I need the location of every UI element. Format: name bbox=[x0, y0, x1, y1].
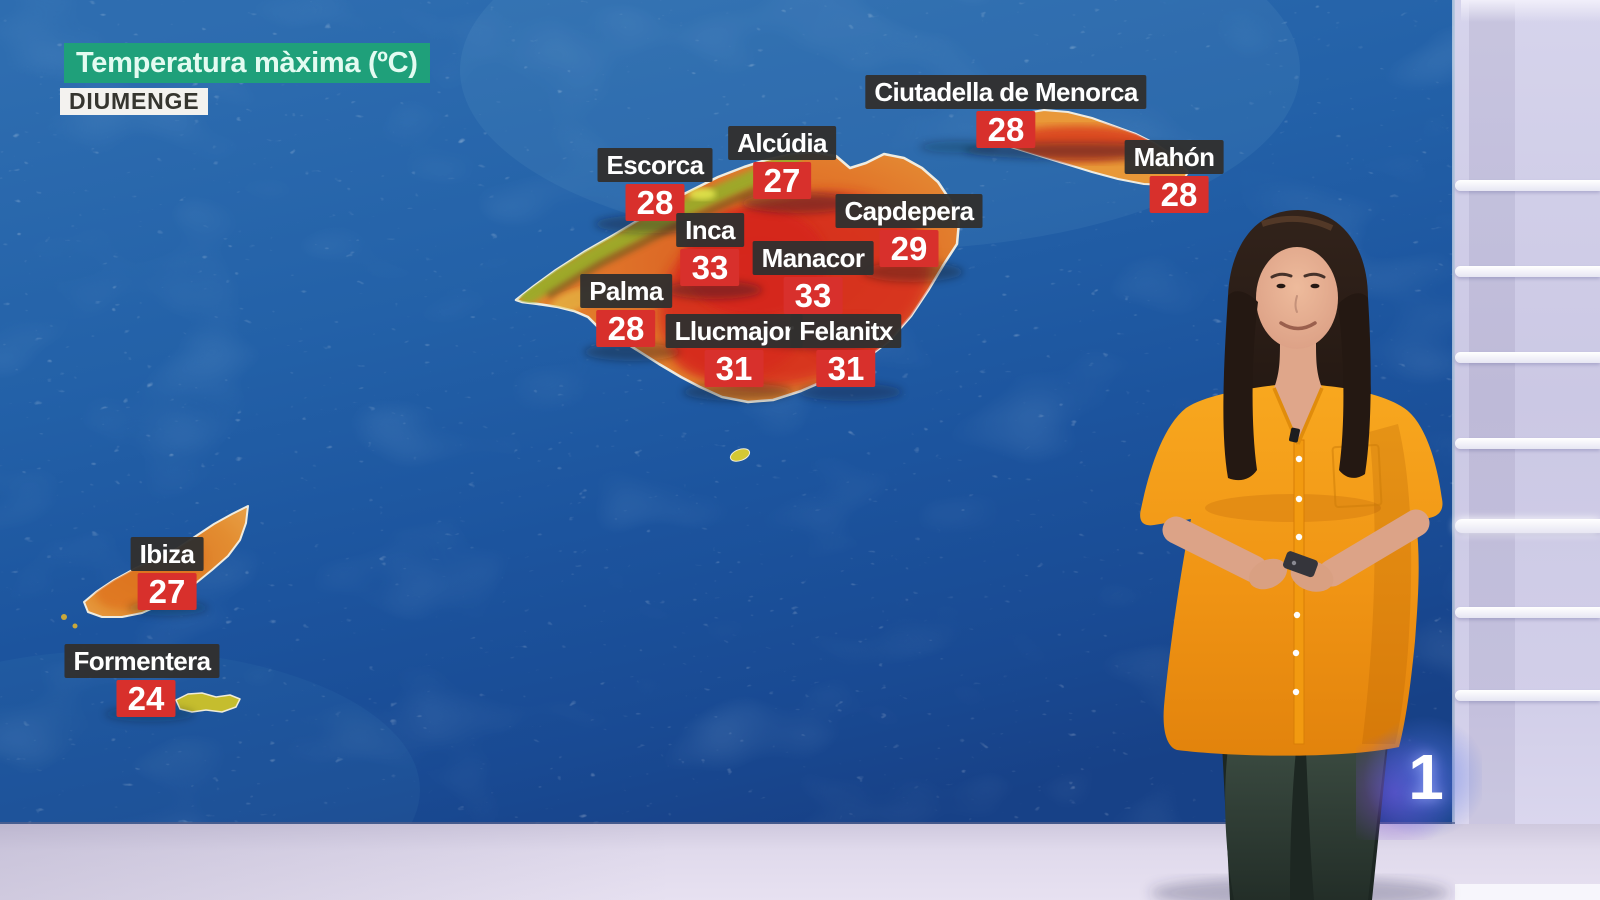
place-label: Escorca 28 bbox=[597, 148, 713, 221]
wall-slat bbox=[1455, 266, 1600, 277]
place-label: Inca 33 bbox=[676, 213, 744, 286]
city-name: Palma bbox=[580, 274, 672, 308]
temp-badge: 33 bbox=[680, 249, 740, 286]
temp-badge: 28 bbox=[625, 184, 685, 221]
island-cabrera bbox=[729, 448, 751, 462]
city-name: Formentera bbox=[64, 644, 220, 678]
map-title: Temperatura màxima (ºC) bbox=[64, 43, 430, 83]
city-name: Ibiza bbox=[130, 537, 204, 571]
temp-badge: 29 bbox=[879, 230, 939, 267]
city-name: Manacor bbox=[752, 241, 874, 275]
temp-badge: 27 bbox=[752, 162, 812, 199]
temp-badge: 24 bbox=[116, 680, 176, 717]
place-label: Felanitx 31 bbox=[790, 314, 902, 387]
temp-badge: 28 bbox=[1149, 176, 1209, 213]
wall-slat bbox=[1455, 607, 1600, 618]
place-label: Mahón 28 bbox=[1124, 140, 1224, 213]
place-label: Alcúdia 27 bbox=[728, 126, 836, 199]
place-label: Ibiza 27 bbox=[130, 537, 204, 610]
place-label: Formentera 24 bbox=[64, 644, 220, 717]
wall-slat bbox=[1455, 180, 1600, 191]
place-label: Capdepera 29 bbox=[835, 194, 983, 267]
city-name: Alcúdia bbox=[728, 126, 836, 160]
city-name: Inca bbox=[676, 213, 744, 247]
city-name: Escorca bbox=[597, 148, 713, 182]
floor-light-strip bbox=[1455, 884, 1600, 900]
wall-top-highlight bbox=[1461, 0, 1600, 22]
channel-logo-number: 1 bbox=[1408, 741, 1444, 813]
place-label: Manacor 33 bbox=[752, 241, 874, 314]
place-label: Ciutadella de Menorca 28 bbox=[865, 75, 1147, 148]
place-label: Palma 28 bbox=[580, 274, 672, 347]
city-name: Mahón bbox=[1124, 140, 1224, 174]
temp-badge: 31 bbox=[816, 350, 876, 387]
wall-slat bbox=[1455, 690, 1600, 701]
day-label: DIUMENGE bbox=[60, 88, 209, 115]
temp-badge: 27 bbox=[137, 573, 197, 610]
temp-badge: 28 bbox=[976, 111, 1036, 148]
city-name: Llucmajor bbox=[665, 314, 803, 348]
city-name: Ciutadella de Menorca bbox=[865, 75, 1147, 109]
channel-logo: 1 bbox=[1356, 714, 1482, 840]
temp-badge: 28 bbox=[596, 310, 656, 347]
wall-slat bbox=[1455, 519, 1600, 533]
wall-slat bbox=[1455, 438, 1600, 449]
temp-badge: 31 bbox=[704, 350, 764, 387]
wall-slat bbox=[1455, 352, 1600, 363]
city-name: Capdepera bbox=[835, 194, 983, 228]
city-name: Felanitx bbox=[790, 314, 902, 348]
place-label: Llucmajor 31 bbox=[665, 314, 803, 387]
temp-badge: 33 bbox=[783, 277, 843, 314]
